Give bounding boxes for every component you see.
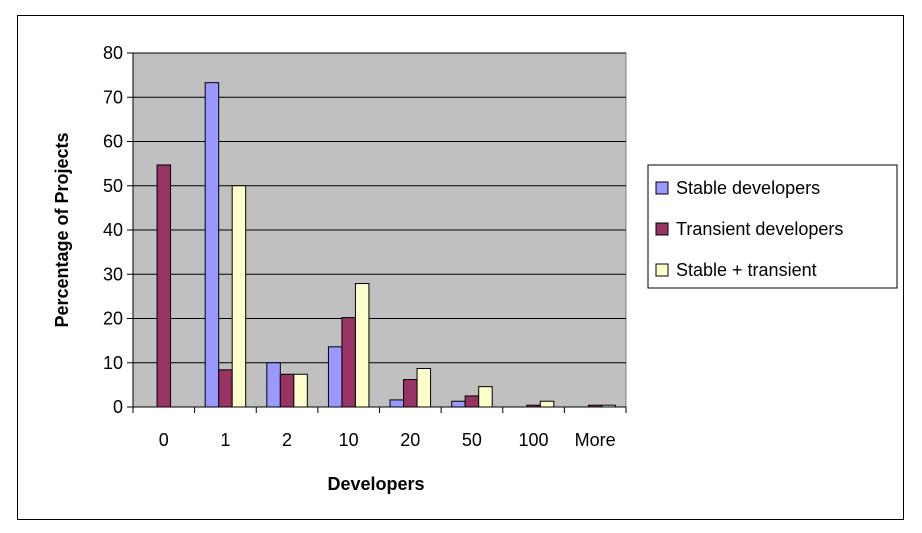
plot-area xyxy=(132,52,627,408)
x-tick-label: 1 xyxy=(220,430,230,450)
bar xyxy=(231,185,247,408)
y-tick-label: 20 xyxy=(103,309,123,329)
x-axis-title: Developers xyxy=(327,474,424,494)
legend-swatch xyxy=(655,222,669,236)
bar xyxy=(464,395,480,408)
y-tick-label: 10 xyxy=(103,353,123,373)
y-tick-label: 60 xyxy=(103,132,123,152)
bar xyxy=(451,400,466,408)
bar xyxy=(218,369,233,408)
bar xyxy=(327,346,343,408)
axes: 0 10 20 30 40 50 60 70 80 0 1 2 10 20 50 100 More xyxy=(103,43,627,450)
x-tick-label: 100 xyxy=(519,430,549,450)
y-tick-label: 70 xyxy=(103,87,123,107)
bar xyxy=(416,368,432,408)
legend-label: Stable developers xyxy=(676,178,820,198)
legend-swatch xyxy=(655,181,669,195)
bar xyxy=(279,373,295,408)
bar xyxy=(354,283,370,408)
x-tick-label: 0 xyxy=(159,430,169,450)
bar xyxy=(478,386,493,408)
y-tick-label: 30 xyxy=(103,264,123,284)
x-tick-label: More xyxy=(575,430,616,450)
y-axis-title: Percentage of Projects xyxy=(52,132,72,327)
x-tick-label: 50 xyxy=(462,430,482,450)
bar xyxy=(403,379,418,408)
x-tick-label: 10 xyxy=(339,430,359,450)
y-tick-label: 40 xyxy=(103,220,123,240)
legend: Stable developers Transient developers Sta… xyxy=(647,164,898,289)
bar xyxy=(204,82,220,408)
legend-swatch xyxy=(655,263,669,277)
bar xyxy=(539,400,555,408)
y-tick-label: 0 xyxy=(113,397,123,417)
y-tick-label: 80 xyxy=(103,43,123,63)
bar xyxy=(341,317,356,408)
bar xyxy=(389,399,405,408)
legend-box xyxy=(647,164,898,289)
x-tick-label: 20 xyxy=(400,430,420,450)
bar xyxy=(156,164,172,408)
bar xyxy=(266,362,281,408)
legend-label: Transient developers xyxy=(676,219,843,239)
legend-label: Stable + transient xyxy=(676,260,817,280)
bar xyxy=(293,373,308,408)
x-tick-label: 2 xyxy=(282,430,292,450)
y-tick-label: 50 xyxy=(103,176,123,196)
